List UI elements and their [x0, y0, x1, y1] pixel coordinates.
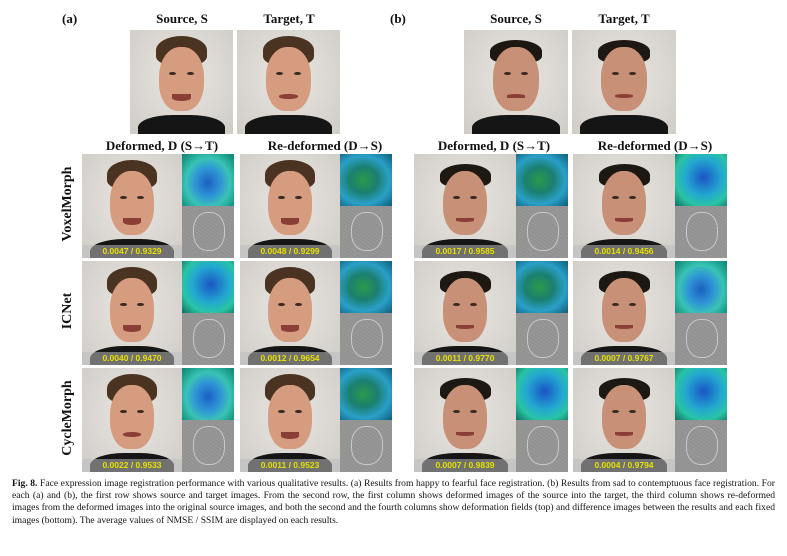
- deformation-field-b-voxelmorph-1: [516, 154, 568, 206]
- deformation-field-a-icnet-1: [182, 261, 234, 313]
- target-header-b: Target, T: [598, 11, 650, 26]
- redeformed-image-b-icnet: 0.0007 / 0.9767: [573, 261, 675, 365]
- metric-label: 0.0004 / 0.9794: [573, 459, 675, 472]
- difference-image-a-cyclemorph-1: [182, 420, 234, 472]
- source-header-b: Source, S: [490, 11, 542, 26]
- source-header-a: Source, S: [156, 11, 208, 26]
- figure-label: Fig. 8.: [12, 478, 38, 489]
- row-label-icnet: ICNet: [60, 292, 75, 330]
- metric-label: 0.0022 / 0.9533: [82, 459, 182, 472]
- metric-label: 0.0047 / 0.9329: [82, 245, 182, 258]
- metric-label: 0.0014 / 0.9456: [573, 245, 675, 258]
- deformed-header-b: Deformed, D (S→T): [437, 138, 551, 153]
- redeformed-header-b: Re-deformed (D→S): [597, 138, 713, 153]
- metric-label: 0.0011 / 0.9770: [414, 352, 516, 365]
- row-label-voxelmorph: VoxelMorph: [60, 166, 75, 242]
- target-face-image-b: [572, 30, 676, 134]
- deformed-image-b-cyclemorph: 0.0007 / 0.9839: [414, 368, 516, 472]
- deformed-image-a-icnet: 0.0040 / 0.9470: [82, 261, 182, 365]
- difference-image-a-icnet-2: [340, 313, 392, 365]
- panel-b-label: (b): [390, 11, 406, 26]
- caption-text: Face expression image registration perfo…: [12, 478, 775, 526]
- deformed-image-b-icnet: 0.0011 / 0.9770: [414, 261, 516, 365]
- figure-caption: Fig. 8. Face expression image registrati…: [12, 478, 775, 527]
- redeformed-image-b-cyclemorph: 0.0004 / 0.9794: [573, 368, 675, 472]
- difference-image-b-cyclemorph-2: [675, 420, 727, 472]
- deformation-field-b-cyclemorph-1: [516, 368, 568, 420]
- deformation-field-a-icnet-2: [340, 261, 392, 313]
- deformation-field-a-cyclemorph-1: [182, 368, 234, 420]
- source-face-image-b: [464, 30, 568, 134]
- difference-image-b-icnet-1: [516, 313, 568, 365]
- redeformed-header-a: Re-deformed (D→S): [267, 138, 383, 153]
- difference-image-a-voxelmorph-2: [340, 206, 392, 258]
- metric-label: 0.0012 / 0.9654: [240, 352, 340, 365]
- deformation-field-b-icnet-1: [516, 261, 568, 313]
- deformation-field-b-icnet-2: [675, 261, 727, 313]
- difference-image-b-voxelmorph-1: [516, 206, 568, 258]
- deformation-field-a-voxelmorph-2: [340, 154, 392, 206]
- metric-label: 0.0011 / 0.9523: [240, 459, 340, 472]
- deformation-field-a-voxelmorph-1: [182, 154, 234, 206]
- target-face-image-a: [237, 30, 340, 134]
- redeformed-image-b-voxelmorph: 0.0014 / 0.9456: [573, 154, 675, 258]
- deformed-header-a: Deformed, D (S→T): [105, 138, 219, 153]
- deformation-field-b-cyclemorph-2: [675, 368, 727, 420]
- panel-a-label: (a): [62, 11, 78, 26]
- redeformed-image-a-cyclemorph: 0.0011 / 0.9523: [240, 368, 340, 472]
- target-header-a: Target, T: [263, 11, 315, 26]
- deformed-image-b-voxelmorph: 0.0017 / 0.9585: [414, 154, 516, 258]
- metric-label: 0.0017 / 0.9585: [414, 245, 516, 258]
- deformed-image-a-cyclemorph: 0.0022 / 0.9533: [82, 368, 182, 472]
- difference-image-b-icnet-2: [675, 313, 727, 365]
- source-face-image-a: [130, 30, 233, 134]
- difference-image-b-cyclemorph-1: [516, 420, 568, 472]
- redeformed-image-a-icnet: 0.0012 / 0.9654: [240, 261, 340, 365]
- metric-label: 0.0007 / 0.9839: [414, 459, 516, 472]
- deformation-field-b-voxelmorph-2: [675, 154, 727, 206]
- metric-label: 0.0040 / 0.9470: [82, 352, 182, 365]
- metric-label: 0.0007 / 0.9767: [573, 352, 675, 365]
- difference-image-a-icnet-1: [182, 313, 234, 365]
- difference-image-b-voxelmorph-2: [675, 206, 727, 258]
- redeformed-image-a-voxelmorph: 0.0048 / 0.9299: [240, 154, 340, 258]
- row-label-cyclemorph: CycleMorph: [60, 380, 75, 456]
- deformed-image-a-voxelmorph: 0.0047 / 0.9329: [82, 154, 182, 258]
- metric-label: 0.0048 / 0.9299: [240, 245, 340, 258]
- difference-image-a-cyclemorph-2: [340, 420, 392, 472]
- difference-image-a-voxelmorph-1: [182, 206, 234, 258]
- deformation-field-a-cyclemorph-2: [340, 368, 392, 420]
